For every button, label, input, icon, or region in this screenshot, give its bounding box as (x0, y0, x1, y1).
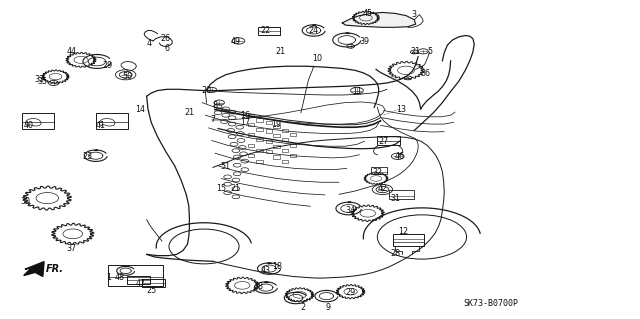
Text: SK73-B0700P: SK73-B0700P (463, 299, 518, 308)
Text: 33: 33 (35, 75, 45, 84)
Bar (282, 160, 288, 163)
Text: 28: 28 (390, 249, 400, 258)
Bar (22, 113, 54, 129)
Text: 22: 22 (260, 26, 271, 35)
Text: 7: 7 (211, 115, 216, 123)
Text: 34: 34 (346, 206, 356, 215)
Text: 12: 12 (398, 227, 408, 236)
Text: 14: 14 (135, 105, 145, 114)
Polygon shape (24, 262, 44, 277)
Text: 40: 40 (23, 121, 33, 130)
Bar (256, 118, 262, 122)
Bar (257, 27, 280, 35)
Bar (248, 154, 254, 157)
Text: 17: 17 (240, 118, 250, 127)
Text: 8: 8 (212, 100, 218, 110)
Bar (290, 133, 296, 137)
Bar (282, 138, 288, 141)
Text: FR.: FR. (45, 263, 63, 274)
Text: 4: 4 (147, 39, 152, 48)
Text: 26: 26 (161, 34, 171, 43)
Text: 24: 24 (308, 26, 319, 35)
Text: 1: 1 (106, 273, 111, 282)
Polygon shape (342, 12, 415, 27)
Text: 38: 38 (253, 282, 263, 291)
Bar (282, 149, 288, 152)
Bar (389, 190, 414, 199)
Text: 19: 19 (271, 120, 282, 129)
Text: 27: 27 (379, 137, 389, 146)
Bar (394, 234, 424, 247)
Text: 50: 50 (122, 72, 132, 81)
Text: 2: 2 (300, 303, 305, 312)
Bar (127, 276, 150, 284)
Bar (266, 121, 272, 124)
Text: 31: 31 (390, 194, 400, 203)
Text: 21: 21 (231, 184, 241, 193)
Bar (282, 129, 288, 132)
Text: 18: 18 (271, 262, 282, 271)
Text: 37: 37 (67, 243, 77, 253)
Text: 21: 21 (410, 47, 420, 56)
Text: 39: 39 (360, 37, 370, 46)
Text: 32: 32 (372, 168, 383, 177)
Bar (290, 144, 296, 147)
Text: 6: 6 (164, 44, 170, 53)
Text: 46: 46 (395, 152, 404, 161)
Text: 48: 48 (115, 273, 124, 282)
Text: 41: 41 (95, 121, 105, 130)
Bar (273, 155, 280, 159)
Bar (273, 125, 280, 128)
Text: 36: 36 (420, 69, 431, 78)
Text: 9: 9 (326, 303, 331, 312)
Bar (248, 114, 254, 117)
Bar (96, 113, 127, 129)
Bar (256, 128, 262, 131)
Bar (256, 149, 262, 152)
Text: 51: 51 (221, 162, 231, 171)
Bar (256, 160, 262, 163)
Bar (371, 167, 387, 174)
Text: 25: 25 (146, 286, 156, 295)
Text: 5: 5 (427, 48, 432, 56)
Text: 49: 49 (231, 37, 241, 46)
Text: 47: 47 (135, 279, 145, 288)
Text: 23: 23 (83, 152, 92, 161)
Bar (266, 130, 272, 133)
Text: 45: 45 (363, 9, 373, 18)
Text: 10: 10 (312, 54, 322, 63)
Text: 21: 21 (184, 108, 195, 117)
Bar (273, 145, 280, 148)
Text: 35: 35 (38, 77, 48, 85)
Bar (141, 279, 164, 287)
Bar (266, 150, 272, 153)
Text: 42: 42 (378, 184, 387, 193)
Bar (378, 137, 399, 145)
Bar (266, 140, 272, 143)
Text: 11: 11 (352, 87, 362, 96)
Text: 20: 20 (202, 86, 212, 95)
Text: 29: 29 (102, 61, 113, 70)
Text: 43: 43 (261, 266, 271, 275)
Text: 16: 16 (240, 111, 250, 120)
Bar (248, 144, 254, 147)
Bar (248, 123, 254, 126)
Text: 15: 15 (216, 184, 227, 193)
Text: 13: 13 (397, 105, 406, 114)
Bar (256, 138, 262, 141)
Text: 3: 3 (412, 10, 417, 19)
Bar (248, 133, 254, 137)
Text: 30: 30 (20, 197, 30, 206)
Text: 44: 44 (67, 47, 77, 56)
Text: 29: 29 (346, 288, 356, 297)
Bar (108, 265, 163, 286)
Text: 21: 21 (275, 48, 285, 56)
Bar (273, 134, 280, 137)
Bar (290, 154, 296, 157)
